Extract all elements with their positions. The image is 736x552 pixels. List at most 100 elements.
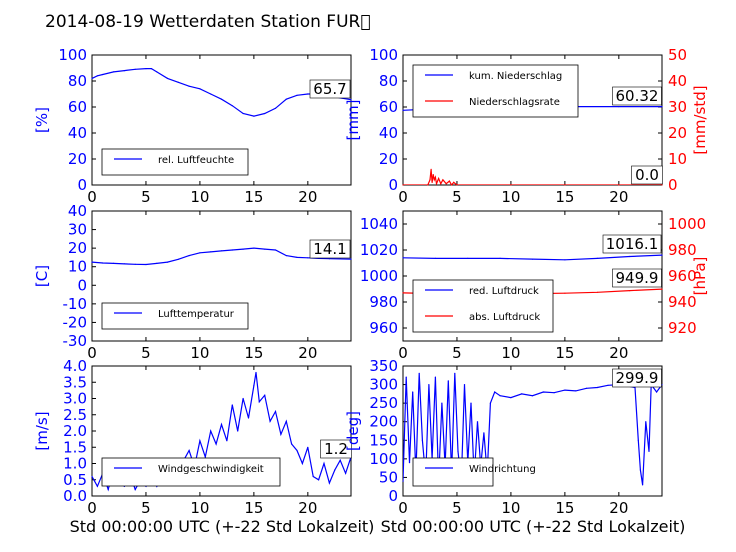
data-point bbox=[285, 255, 287, 257]
x-tick-label: 15 bbox=[555, 344, 574, 362]
y2-tick-label: 1000 bbox=[668, 215, 706, 233]
data-point bbox=[145, 68, 147, 70]
data-point bbox=[91, 77, 93, 79]
y-tick-label: 250 bbox=[369, 394, 398, 412]
series-line-1 bbox=[403, 169, 662, 185]
value-label-box bbox=[631, 165, 663, 185]
y-tick-label: 30 bbox=[68, 221, 87, 239]
data-point bbox=[215, 443, 217, 445]
data-point bbox=[434, 376, 436, 378]
x-tick-label: 0 bbox=[398, 499, 408, 517]
y-tick-label: 1.0 bbox=[63, 455, 87, 473]
data-point bbox=[258, 401, 260, 403]
data-point bbox=[435, 183, 438, 185]
x-tick-label: 10 bbox=[190, 499, 209, 517]
data-point bbox=[585, 387, 588, 389]
legend-box bbox=[412, 279, 554, 333]
y-axis-label: [%] bbox=[33, 107, 51, 133]
data-point bbox=[607, 384, 609, 386]
y-tick-label: 960 bbox=[369, 319, 398, 337]
y2-tick-label: 920 bbox=[668, 319, 697, 337]
y-tick-label: 50 bbox=[379, 468, 398, 486]
legend-box bbox=[412, 64, 579, 118]
x-axis-label-right: Std 00:00:00 UTC (+-22 Std Lokalzeit) bbox=[381, 517, 686, 536]
legend-box bbox=[412, 457, 494, 487]
data-point bbox=[575, 390, 577, 392]
data-point bbox=[427, 184, 429, 186]
data-point bbox=[199, 440, 201, 442]
data-point bbox=[231, 105, 233, 107]
panel-pressure: 0 5 10 15 20 960 980 1000 1020 1040 920 940 960 980 10… bbox=[360, 210, 709, 362]
value-label: 1016.1 bbox=[606, 235, 659, 253]
y2-axis-label: [mm/std] bbox=[691, 85, 709, 154]
data-point bbox=[220, 250, 223, 252]
y-tick-label: 10 bbox=[68, 258, 87, 276]
y-tick-label: 40 bbox=[68, 202, 87, 220]
y-tick-label: 1040 bbox=[360, 215, 398, 233]
x-tick-label: 0 bbox=[398, 344, 408, 362]
legend: Windrichtung bbox=[412, 457, 536, 487]
data-point bbox=[255, 371, 257, 374]
data-point bbox=[428, 384, 430, 386]
x-tick-label: 0 bbox=[87, 499, 97, 517]
y-tick-label: 350 bbox=[369, 357, 398, 375]
data-point bbox=[274, 249, 277, 251]
data-point bbox=[531, 395, 534, 397]
x-tick-label: 5 bbox=[141, 499, 151, 517]
data-point bbox=[440, 183, 442, 185]
data-point bbox=[296, 449, 298, 452]
x-tick-label: 0 bbox=[87, 344, 97, 362]
data-point bbox=[296, 256, 298, 258]
data-point bbox=[296, 94, 298, 96]
y-tick-label: 100 bbox=[369, 46, 398, 64]
data-point bbox=[123, 70, 125, 72]
y-tick-label: 0 bbox=[388, 176, 398, 194]
legend: Lufttemperatur bbox=[101, 302, 249, 330]
y-tick-label: 0 bbox=[77, 176, 87, 194]
legend-entry: Lufttemperatur bbox=[158, 309, 235, 320]
data-point bbox=[596, 386, 598, 389]
data-point bbox=[637, 439, 639, 441]
y-tick-label: 40 bbox=[68, 124, 87, 142]
data-point bbox=[339, 459, 341, 461]
y2-tick-label: 30 bbox=[668, 98, 687, 116]
data-point bbox=[645, 421, 647, 423]
panel-temperature: 0 5 10 15 20-30-20-10010203040[C]Lufttempera… bbox=[33, 202, 352, 362]
data-point bbox=[204, 456, 206, 458]
data-point bbox=[264, 394, 266, 396]
x-tick-label: 15 bbox=[555, 499, 574, 517]
y-tick-label: 0 bbox=[77, 276, 87, 294]
data-point bbox=[91, 475, 93, 478]
data-point bbox=[564, 292, 566, 294]
data-point bbox=[107, 488, 109, 491]
panel-windspeed: 0 5 10 15 20 0.00.51.01.52.02.53.03.54.0 [m/s]… bbox=[33, 357, 352, 517]
y-tick-label: 4.0 bbox=[63, 357, 87, 375]
data-point bbox=[661, 106, 663, 108]
x-tick-label: 15 bbox=[244, 499, 263, 517]
x-tick-label: 15 bbox=[555, 188, 574, 206]
data-point bbox=[285, 420, 287, 422]
data-point bbox=[307, 93, 309, 95]
legend: Windgeschwindigkeit bbox=[101, 457, 281, 487]
data-point bbox=[467, 257, 469, 259]
data-point bbox=[237, 430, 239, 432]
value-label-box bbox=[602, 234, 662, 254]
y-tick-label: 40 bbox=[379, 124, 398, 142]
data-point bbox=[247, 417, 250, 419]
data-point bbox=[447, 380, 449, 382]
data-point bbox=[648, 450, 650, 452]
x-tick-label: 5 bbox=[452, 499, 462, 517]
plot-frame bbox=[91, 54, 352, 186]
panel-humidity: 0 5 10 15 20 0 20 40 60 80 100 [%] rel. Luftfeuchte 6… bbox=[33, 46, 352, 206]
y-tick-label: -20 bbox=[63, 313, 88, 331]
legend-entry: abs. Luftdruck bbox=[469, 312, 540, 323]
data-point bbox=[431, 181, 433, 183]
data-point bbox=[639, 469, 642, 471]
data-point bbox=[642, 484, 644, 486]
data-point bbox=[454, 372, 456, 374]
data-point bbox=[323, 462, 325, 465]
data-point bbox=[242, 248, 244, 250]
y-tick-label: 980 bbox=[369, 293, 398, 311]
data-point bbox=[274, 107, 277, 109]
